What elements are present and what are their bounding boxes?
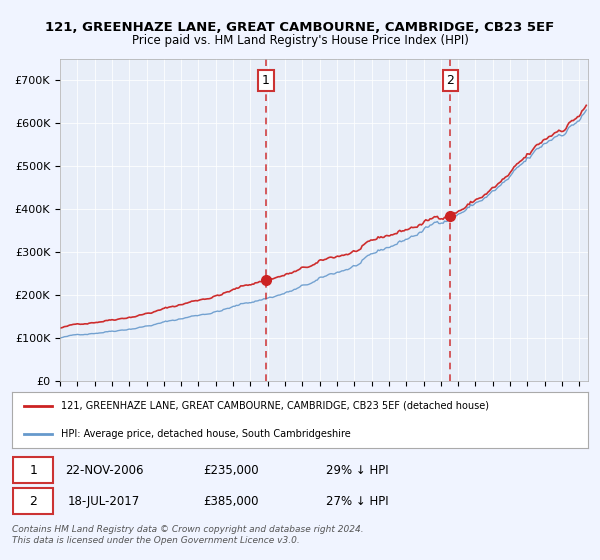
Text: £235,000: £235,000	[203, 464, 259, 477]
Text: 2: 2	[29, 494, 37, 508]
Text: £385,000: £385,000	[203, 494, 259, 508]
FancyBboxPatch shape	[13, 488, 53, 514]
Text: 121, GREENHAZE LANE, GREAT CAMBOURNE, CAMBRIDGE, CB23 5EF (detached house): 121, GREENHAZE LANE, GREAT CAMBOURNE, CA…	[61, 401, 489, 411]
Text: 2: 2	[446, 74, 454, 87]
Text: HPI: Average price, detached house, South Cambridgeshire: HPI: Average price, detached house, Sout…	[61, 429, 351, 439]
FancyBboxPatch shape	[13, 458, 53, 483]
Text: 18-JUL-2017: 18-JUL-2017	[68, 494, 140, 508]
Text: 1: 1	[29, 464, 37, 477]
Text: Contains HM Land Registry data © Crown copyright and database right 2024.
This d: Contains HM Land Registry data © Crown c…	[12, 525, 364, 545]
Text: 29% ↓ HPI: 29% ↓ HPI	[326, 464, 389, 477]
Text: 121, GREENHAZE LANE, GREAT CAMBOURNE, CAMBRIDGE, CB23 5EF: 121, GREENHAZE LANE, GREAT CAMBOURNE, CA…	[46, 21, 554, 34]
Text: 1: 1	[262, 74, 270, 87]
Text: 27% ↓ HPI: 27% ↓ HPI	[326, 494, 389, 508]
Text: 22-NOV-2006: 22-NOV-2006	[65, 464, 143, 477]
Text: Price paid vs. HM Land Registry's House Price Index (HPI): Price paid vs. HM Land Registry's House …	[131, 34, 469, 46]
